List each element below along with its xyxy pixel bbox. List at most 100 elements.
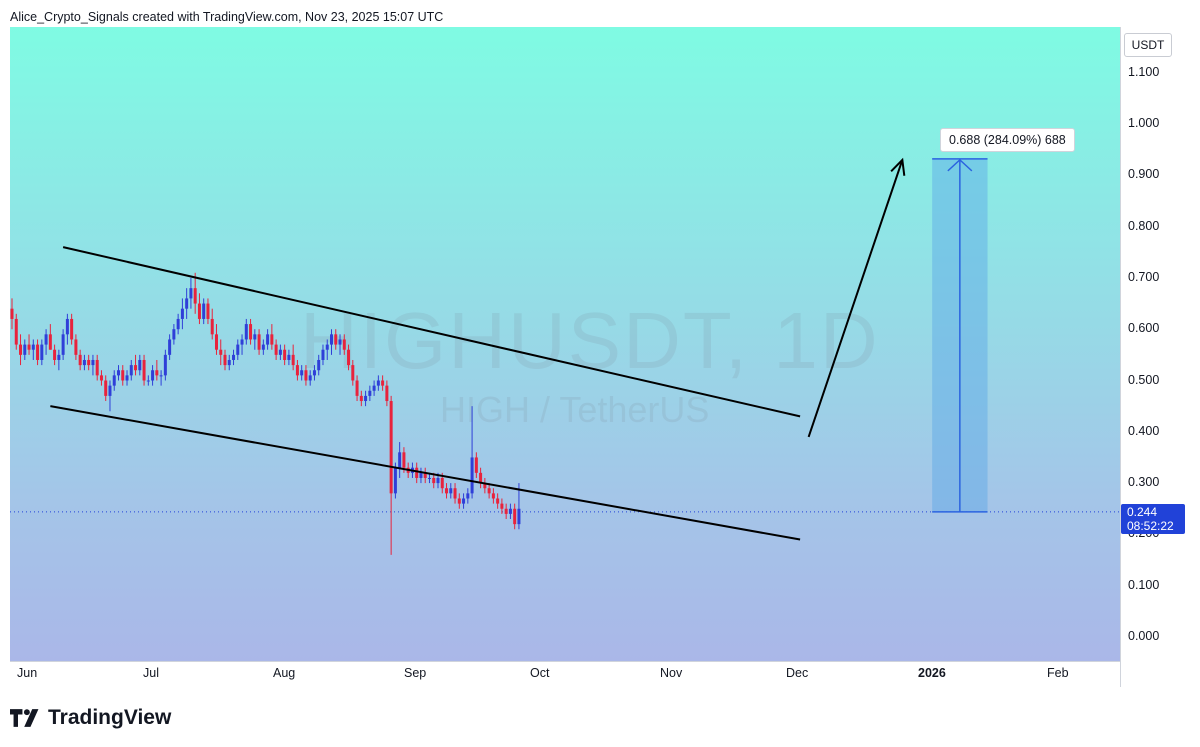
candle-body <box>261 344 265 350</box>
candle-body <box>372 385 376 391</box>
price-tick-label: 0.800 <box>1128 218 1160 233</box>
candle-body <box>257 334 261 350</box>
candle-body <box>283 349 287 360</box>
candle-body <box>168 339 172 355</box>
candle-body <box>436 477 440 484</box>
candle-body <box>31 344 35 350</box>
candle-body <box>14 318 18 345</box>
candle-body <box>415 467 419 478</box>
time-tick-label: Nov <box>660 666 683 680</box>
candle-body <box>87 359 91 366</box>
candle-body <box>108 385 112 396</box>
price-axis[interactable] <box>1120 27 1200 687</box>
candle-body <box>197 303 201 319</box>
projection-arrow-head <box>890 157 906 176</box>
candle-body <box>355 380 359 396</box>
candle-body <box>10 308 14 319</box>
candle-body <box>155 370 159 376</box>
candle-body <box>240 339 244 345</box>
time-tick-label: Feb <box>1047 666 1069 680</box>
candle-body <box>65 318 69 335</box>
candle-body <box>78 354 82 366</box>
candle-body <box>368 390 372 396</box>
brand-text: TradingView <box>48 706 172 729</box>
candle-body <box>393 467 397 494</box>
candle-body <box>402 452 406 468</box>
candle-body <box>470 457 474 494</box>
price-tick-label: 1.100 <box>1128 64 1160 79</box>
candle-body <box>121 370 125 381</box>
price-tick-label: 0.100 <box>1128 577 1160 592</box>
candle-body <box>266 334 270 345</box>
time-tick-label: Aug <box>273 666 296 680</box>
candle-body <box>163 354 167 376</box>
watermark-name: HIGH / TetherUS <box>440 389 710 430</box>
candle-body <box>334 334 338 345</box>
candle-body <box>517 508 521 525</box>
candle-body <box>40 344 44 360</box>
candle-body <box>112 375 116 386</box>
candle-body <box>347 349 351 366</box>
current-price-label: 0.244 08:52:22 <box>1121 504 1185 534</box>
candle-body <box>57 354 61 360</box>
candle-body <box>223 354 227 366</box>
candle-body <box>325 344 329 350</box>
candle-body <box>513 508 517 525</box>
candle-body <box>104 380 108 396</box>
chart-area[interactable]: HIGHUSDT, 1D HIGH / TetherUS <box>10 27 1120 661</box>
candle-body <box>180 308 184 319</box>
time-tick-label: Sep <box>404 666 427 680</box>
candle-body <box>342 339 346 350</box>
candle-body <box>295 365 299 376</box>
candle-body <box>53 349 57 360</box>
candle-body <box>70 318 74 340</box>
price-tick-label: 0.600 <box>1128 321 1160 336</box>
candle-body <box>457 498 461 504</box>
candle-body <box>253 334 257 340</box>
candle-body <box>210 318 214 335</box>
candle-body <box>82 359 86 366</box>
time-tick-label: Jun <box>17 666 38 680</box>
candle-body <box>427 477 431 479</box>
chart-caption: Alice_Crypto_Signals created with Tradin… <box>10 10 444 24</box>
candle-body <box>419 472 423 478</box>
candle-body <box>244 324 248 340</box>
candle-body <box>445 488 449 494</box>
candle-body <box>385 385 389 402</box>
tradingview-brand[interactable]: TradingView <box>10 705 171 731</box>
candle-body <box>19 344 23 355</box>
candle-body <box>479 472 483 484</box>
candle-body <box>99 375 103 381</box>
candle-body <box>227 359 231 366</box>
candle-body <box>206 303 210 319</box>
measure-arrow-head <box>947 158 973 172</box>
candle-body <box>449 488 453 494</box>
candle-body <box>376 380 380 386</box>
candle-body <box>423 472 427 478</box>
price-tick-label: 0.700 <box>1128 269 1160 284</box>
trendline-upper <box>62 246 801 418</box>
price-tick-label: 0.400 <box>1128 423 1160 438</box>
candle-body <box>185 298 189 309</box>
time-axis[interactable] <box>10 661 1120 688</box>
candle-body <box>453 488 457 499</box>
candle-body <box>278 349 282 355</box>
candle-body <box>389 401 393 494</box>
candle-body <box>91 359 95 366</box>
candle-body <box>27 344 31 350</box>
candle-body <box>219 349 223 355</box>
candle-body <box>381 380 385 386</box>
candle-body <box>287 354 291 360</box>
candle-body <box>151 370 155 381</box>
candle-body <box>500 503 504 509</box>
candle-body <box>496 498 500 504</box>
candle-body <box>304 370 308 381</box>
candle-body <box>193 288 197 304</box>
candle-body <box>125 375 129 381</box>
candle-body <box>117 370 120 376</box>
candle-body <box>202 303 206 319</box>
candlestick-chart[interactable] <box>10 27 1120 661</box>
candle-body <box>462 498 466 504</box>
currency-badge[interactable]: USDT <box>1124 33 1172 57</box>
candle-body <box>504 508 508 514</box>
